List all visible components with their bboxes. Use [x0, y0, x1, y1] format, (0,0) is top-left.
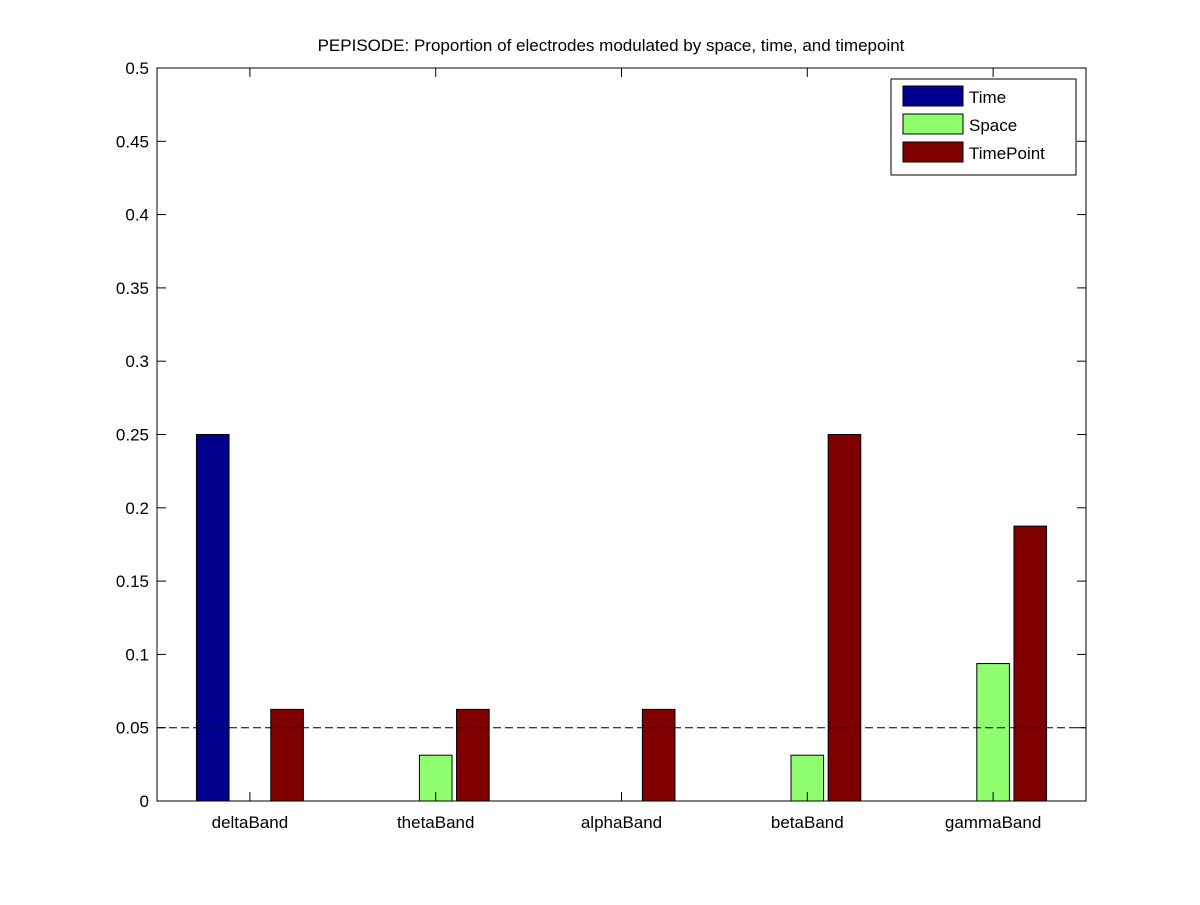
bar-time-deltaBand	[195, 434, 230, 802]
bar-timepoint-thetaBand	[456, 708, 490, 802]
y-tick-label: 0.2	[125, 499, 149, 518]
legend-swatch-space	[902, 113, 964, 135]
bar-timepoint-gammaBand	[1013, 525, 1048, 802]
y-tick-label: 0.3	[125, 352, 149, 371]
bar-timepoint-alphaBand	[641, 708, 676, 802]
x-tick-label: deltaBand	[212, 813, 289, 832]
bars-layer	[195, 434, 1048, 802]
x-tick-label: gammaBand	[945, 813, 1041, 832]
y-tick-label: 0	[140, 792, 149, 811]
y-tick-label: 0.5	[125, 59, 149, 78]
legend-swatch-time	[902, 85, 964, 107]
legend-swatch-timepoint	[902, 141, 964, 163]
y-tick-label: 0.1	[125, 645, 149, 664]
x-tick-label: thetaBand	[397, 813, 475, 832]
bar-space-gammaBand	[976, 663, 1010, 802]
y-tick-label: 0.35	[116, 279, 149, 298]
legend-label-timepoint: TimePoint	[969, 144, 1045, 163]
x-tick-label: betaBand	[771, 813, 844, 832]
legend: Time Space TimePoint	[890, 78, 1077, 176]
bar-timepoint-betaBand	[827, 434, 862, 802]
y-tick-label: 0.05	[116, 719, 149, 738]
chart-title: PEPISODE: Proportion of electrodes modul…	[318, 36, 905, 55]
legend-label-space: Space	[969, 116, 1017, 135]
y-tick-label: 0.4	[125, 206, 149, 225]
axes-layer: 0 0.05 0.1 0.15 0.2 0.25 0.3 0.35 0.4 0.45 0.5 delt…	[116, 59, 1086, 832]
y-tick-label: 0.45	[116, 132, 149, 151]
x-tick-label: alphaBand	[581, 813, 662, 832]
legend-label-time: Time	[969, 88, 1006, 107]
y-tick-label: 0.15	[116, 572, 149, 591]
bar-timepoint-deltaBand	[270, 708, 304, 802]
y-tick-label: 0.25	[116, 426, 149, 445]
plot-area	[157, 68, 1086, 801]
